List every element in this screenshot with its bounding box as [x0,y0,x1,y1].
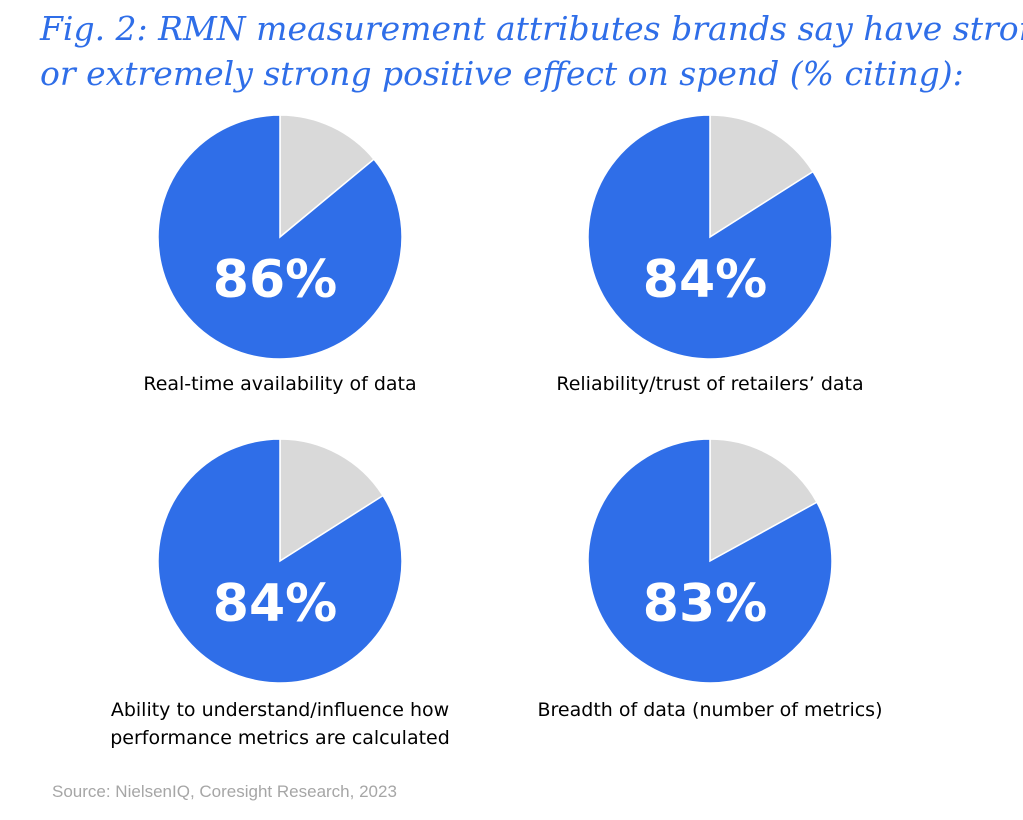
pie-label-3: Ability to understand/influence how perf… [110,699,450,749]
pie-value-label: 83% [643,574,767,634]
pie-slice-remainder [709,438,818,563]
pie-slice-value [157,438,403,684]
pie-label-2: Reliability/trust of retailers’ data [556,373,864,395]
chart-title-line-1: Fig. 2: RMN measurement attributes brand… [40,9,1023,48]
pie-slice-value [157,114,403,360]
pie-panel-1: 86% Real-time availability of data [50,112,510,452]
source-note: Source: NielsenIQ, Coresight Research, 2… [52,782,397,801]
pie-panel-2: 84% Reliability/trust of retailers’ data [480,112,940,452]
pie-slice-remainder [279,438,385,563]
pie-panel-3: 84% Ability to understand/influence how … [50,436,510,776]
pie-panel-4: 83% Breadth of data (number of metrics) [480,436,940,776]
chart-title-line-2: or extremely strong positive effect on s… [40,54,964,93]
pie-slice-value [587,438,833,684]
pie-label-1: Real-time availability of data [143,373,417,395]
pie-label-4: Breadth of data (number of metrics) [537,699,883,721]
pie-chart-2: 84% [587,114,833,360]
pie-chart-3: 84% [157,438,403,684]
pie-value-label: 84% [643,250,767,310]
pie-slice-remainder [709,114,815,239]
pie-slice-value [587,114,833,360]
pie-chart-4: 83% [587,438,833,684]
pie-value-label: 84% [213,574,337,634]
chart-title: Fig. 2: RMN measurement attributes brand… [40,6,1023,96]
pie-slice-remainder [279,114,376,239]
pie-chart-1: 86% [157,114,403,360]
pie-value-label: 86% [213,250,337,310]
